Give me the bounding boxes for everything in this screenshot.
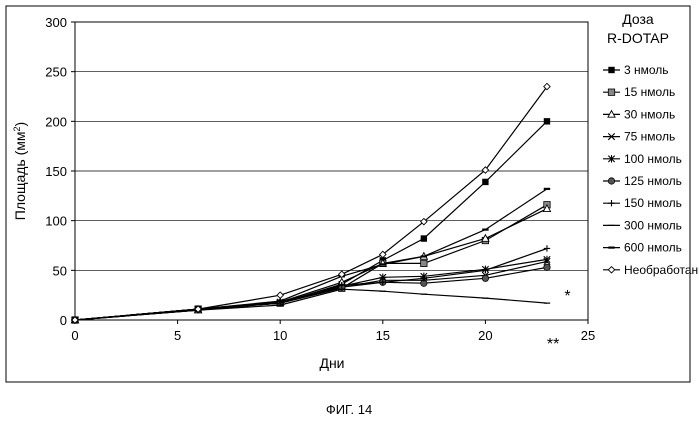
y-tick-label-50: 50: [53, 263, 67, 278]
data-point-5-8: [543, 255, 551, 264]
legend-label-9: 600 нмоль: [624, 241, 682, 255]
legend-marker-2: [607, 88, 616, 96]
series-line-2: [74, 204, 548, 321]
annotation-1: *: [564, 288, 570, 305]
legend-item-5: 100 нмоль: [603, 152, 682, 166]
y-axis-label-main: Площадь (мм: [12, 131, 28, 220]
y-axis: 0 50 100 150 200 250 300: [45, 15, 75, 328]
data-point-10-5: [378, 250, 387, 259]
series-3: [70, 204, 552, 324]
legend-label-5: 100 нмоль: [624, 152, 682, 166]
y-tick-label-250: 250: [45, 65, 67, 80]
series-2: [71, 201, 551, 324]
annotation-2: **: [547, 336, 559, 353]
legend-item-2: 15 нмоль: [603, 85, 675, 99]
legend-label-4: 75 нмоль: [624, 130, 675, 144]
y-tick-label-100: 100: [45, 214, 67, 229]
legend-marker-6: [607, 177, 616, 185]
data-point-6-7: [481, 274, 489, 282]
series-10: [71, 82, 551, 324]
y-axis-label-end: ): [12, 122, 28, 127]
legend-item-4: 75 нмоль: [603, 130, 675, 144]
legend-marker-3: [607, 109, 616, 118]
data-point-1-8: [543, 118, 551, 125]
y-tick-label-300: 300: [45, 15, 67, 30]
legend-title-line2: R-DOTAP: [607, 30, 669, 46]
data-point-7-4: [338, 282, 345, 289]
data-point-10-4: [337, 270, 346, 279]
data-point-7-6: [420, 275, 428, 282]
series-line-8: [74, 288, 548, 321]
series-line-3: [74, 208, 548, 321]
data-point-10-1: [71, 316, 79, 324]
x-tick-label-10: 10: [273, 328, 287, 343]
legend-label-8: 300 нмоль: [624, 218, 682, 232]
legend-marker-5: [607, 155, 616, 163]
y-axis-label: Площадь (мм2): [12, 122, 28, 220]
x-tick-label-25: 25: [581, 328, 595, 343]
data-point-2-6: [420, 259, 428, 267]
x-tick-label-0: 0: [71, 328, 78, 343]
legend-marker-10: [607, 265, 616, 274]
legend-item-10: Необработанный: [603, 263, 699, 277]
y-axis-label-superscript: 2: [12, 126, 22, 131]
legend-item-7: 150 нмоль: [603, 196, 682, 210]
series-line-9: [74, 188, 548, 321]
legend-label-3: 30 нмоль: [624, 107, 675, 121]
series-layer: [70, 82, 552, 324]
legend-label-7: 150 нмоль: [624, 196, 682, 210]
data-point-10-8: [543, 82, 551, 91]
data-point-7-7: [482, 267, 489, 274]
data-point-10-6: [420, 217, 428, 226]
x-tick-label-5: 5: [174, 328, 181, 343]
data-point-10-3: [276, 291, 285, 300]
data-point-3-8: [542, 204, 552, 212]
data-point-3-7: [481, 233, 490, 242]
legend-label-1: 3 нмоль: [624, 63, 669, 77]
legend: 3 нмоль 15 нмоль 30 нмоль 75 нмоль 100 нмоль…: [603, 63, 699, 277]
figure-caption: ФИГ. 14: [326, 402, 372, 417]
data-point-1-6: [420, 235, 428, 242]
legend-marker-7: [608, 200, 615, 207]
legend-item-9: 600 нмоль: [603, 241, 682, 255]
y-tick-label-0: 0: [60, 313, 67, 328]
series-line-10: [74, 86, 548, 321]
data-point-7-8: [543, 245, 551, 252]
data-point-10-7: [481, 166, 490, 174]
gridlines: [75, 71, 588, 271]
series-line-5: [74, 258, 548, 321]
data-point-1-7: [482, 178, 489, 186]
x-axis-label: Дни: [319, 355, 344, 371]
legend-marker-1: [608, 66, 615, 74]
legend-marker-4: [607, 133, 616, 141]
legend-item-1: 3 нмоль: [603, 63, 669, 77]
legend-label-6: 125 нмоль: [624, 174, 682, 188]
x-tick-label-15: 15: [376, 328, 390, 343]
y-tick-label-150: 150: [45, 164, 67, 179]
data-point-7-5: [379, 279, 386, 286]
legend-item-3: 30 нмоль: [603, 107, 675, 121]
legend-item-6: 125 нмоль: [603, 174, 682, 188]
legend-title-line1: Доза: [622, 11, 654, 27]
x-axis: 0 5 10 15 20 25: [71, 320, 595, 343]
x-tick-label-20: 20: [478, 328, 492, 343]
annotations: ***: [547, 288, 571, 353]
chart-outer-frame: [5, 5, 691, 383]
y-tick-label-200: 200: [45, 114, 67, 129]
series-8: [71, 288, 551, 321]
legend-label-2: 15 нмоль: [624, 85, 675, 99]
legend-item-8: 300 нмоль: [603, 218, 682, 232]
legend-label-10: Необработанный: [624, 263, 699, 277]
data-point-6-8: [543, 263, 551, 271]
series-9: [71, 187, 551, 322]
data-point-10-2: [194, 305, 202, 313]
